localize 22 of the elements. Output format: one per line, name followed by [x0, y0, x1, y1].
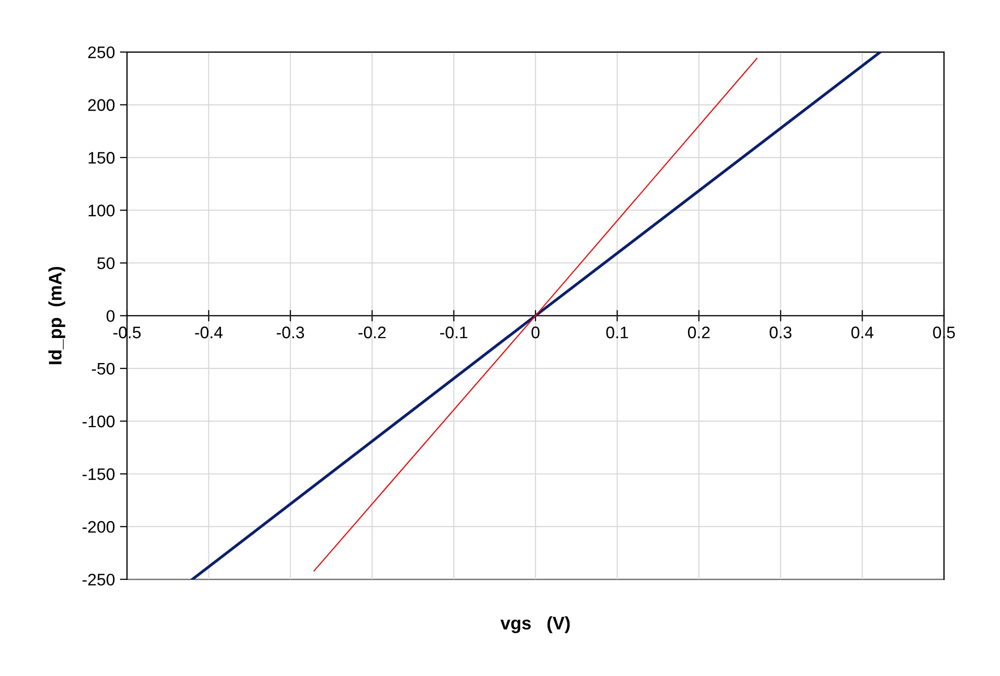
y-tick-label: -50 [92, 362, 115, 375]
x-tick-label: -0.3 [276, 326, 304, 338]
x-tick-label: -0.4 [195, 326, 223, 338]
x-tick-label: 0.4 [851, 326, 874, 338]
x-tick-label: 0 [532, 326, 540, 338]
y-tick-label: -250 [82, 574, 115, 586]
y-tick-label: -200 [82, 521, 115, 533]
y-tick-label: 50 [97, 257, 115, 270]
x-tick-label: 0.3 [770, 326, 792, 338]
x-tick-label: 0.2 [688, 326, 710, 338]
y-tick-label: 100 [88, 204, 115, 216]
x-tick-label: 0.1 [606, 326, 628, 338]
y-tick-label: -150 [82, 468, 115, 480]
y-tick-label: 0 [106, 310, 115, 322]
x-tick-label: -0.1 [440, 326, 468, 338]
x-tick-label: -0.2 [358, 326, 386, 338]
y-tick-label: -100 [82, 416, 115, 428]
y-tick-label: 200 [88, 99, 115, 111]
y-axis-title: Id_pp (mA) [48, 266, 66, 364]
y-tick-label: 150 [88, 152, 115, 164]
x-axis-title: vgs (V) [500, 616, 570, 634]
y-tick-label: 250 [88, 46, 115, 58]
